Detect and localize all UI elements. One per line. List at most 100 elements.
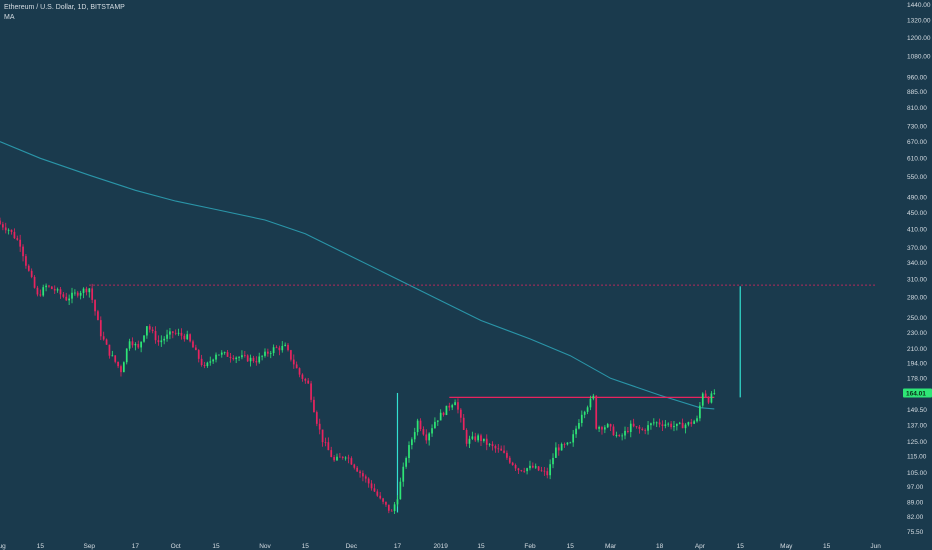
candle-body: [120, 366, 122, 373]
candle-body: [385, 501, 387, 505]
candle-body: [249, 357, 252, 362]
candle-body: [480, 435, 482, 441]
candle-body: [549, 464, 551, 476]
candle: [7, 228, 10, 235]
candle-body: [255, 361, 258, 363]
candle: [131, 337, 134, 348]
y-tick-label: 105.00: [907, 470, 927, 477]
candle: [22, 244, 24, 262]
candle-body: [615, 435, 618, 436]
candle-body: [298, 368, 301, 375]
candle: [710, 391, 713, 404]
candle: [439, 409, 442, 421]
candle-body: [500, 448, 503, 451]
candle-body: [356, 467, 359, 472]
candle-body: [310, 383, 312, 400]
y-tick-label: 550.00: [907, 174, 927, 181]
candle-body: [48, 285, 50, 287]
candle: [413, 427, 416, 443]
candle-body: [592, 395, 595, 399]
candle: [367, 477, 370, 488]
x-tick-label: 15: [737, 543, 745, 550]
candle-body: [477, 435, 479, 441]
candle: [555, 442, 557, 458]
candle-body: [241, 355, 243, 358]
candle-body: [189, 334, 191, 342]
y-tick-label: 885.00: [907, 89, 927, 96]
candle-body: [177, 332, 180, 334]
candle: [261, 355, 263, 361]
candle: [275, 345, 278, 349]
candle-body: [624, 430, 626, 436]
candle-body: [226, 352, 229, 357]
candle: [618, 434, 621, 438]
candle: [580, 410, 583, 427]
candle-body: [442, 412, 445, 415]
candle-body: [580, 414, 583, 424]
candle: [278, 345, 281, 356]
candle-body: [4, 227, 7, 231]
candle: [65, 292, 68, 302]
candle-body: [693, 421, 696, 424]
x-tick-label: Dec: [346, 543, 358, 550]
symbol-title[interactable]: Ethereum / U.S. Dollar, 1D, BITSTAMP: [4, 4, 125, 11]
candle-body: [373, 488, 376, 492]
candle-body: [367, 478, 370, 484]
candle-body: [425, 434, 428, 441]
candle: [537, 466, 540, 472]
candle-body: [546, 471, 549, 476]
annotation-layer: [89, 284, 876, 513]
candle: [704, 390, 707, 399]
candle-body: [220, 352, 223, 355]
candle-body: [71, 292, 73, 299]
candle: [350, 456, 353, 465]
x-tick-label: Sep: [83, 543, 95, 550]
candle: [396, 495, 399, 507]
candle: [457, 398, 459, 414]
candle-body: [0, 220, 1, 225]
candle-body: [393, 504, 396, 512]
candle: [206, 361, 209, 368]
candle: [232, 355, 235, 361]
candle-body: [215, 354, 217, 360]
candle: [272, 344, 275, 356]
price-axis[interactable]: 1440.00 1320.00 1200.00 1080.00 960.00 885.00…: [907, 2, 931, 536]
candle-body: [122, 362, 125, 373]
candle: [281, 341, 284, 353]
candle: [321, 429, 324, 447]
candle: [609, 423, 612, 432]
y-tick-label: 1440.00: [907, 2, 931, 9]
time-axis[interactable]: Aug 15 Sep 17 Oct 15 Nov 15 Dec 17 2019 15 Feb 15 Mar 1…: [0, 543, 881, 550]
candle-body: [382, 498, 384, 502]
candle: [10, 229, 13, 235]
candle: [180, 328, 183, 340]
candle: [94, 299, 96, 316]
last-price-tag: 164.01: [903, 388, 932, 398]
candle-body: [321, 429, 324, 443]
candle-body: [572, 434, 575, 443]
candle: [494, 444, 497, 453]
candle-body: [258, 356, 261, 363]
candle: [27, 264, 30, 272]
candle-body: [10, 229, 13, 232]
indicator-label[interactable]: MA: [4, 14, 15, 21]
candle-body: [710, 393, 713, 403]
y-tick-label: 137.00: [907, 422, 927, 429]
candle: [85, 286, 88, 296]
candle: [451, 403, 454, 411]
candle-body: [353, 464, 356, 468]
last-price-badge: [903, 388, 932, 398]
candle: [307, 378, 310, 384]
candle-body: [514, 465, 517, 469]
candle: [0, 217, 1, 225]
candle: [76, 290, 79, 298]
candle-body: [503, 450, 505, 453]
x-tick-label: 15: [823, 543, 831, 550]
candle-body: [655, 422, 658, 424]
candle-body: [91, 288, 94, 300]
candle: [344, 456, 347, 461]
candle: [621, 433, 623, 441]
y-tick-label: 810.00: [907, 105, 927, 112]
